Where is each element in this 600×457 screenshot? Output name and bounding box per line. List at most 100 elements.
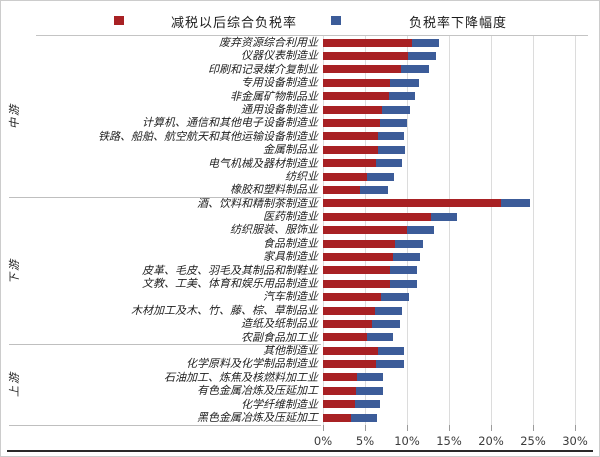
bar-segment-after-tax [323, 252, 393, 261]
bar-row: 家具制造业 [1, 250, 599, 264]
bar-track [323, 199, 599, 208]
industry-label: 有色金属冶炼及压延加工 [197, 384, 318, 398]
bar-track [323, 293, 599, 302]
bar-segment-after-tax [323, 266, 391, 275]
bar-row: 仪器仪表制造业 [1, 49, 599, 62]
bar-segment-after-tax [323, 52, 408, 61]
bar-row: 文教、工美、体育和娱乐用品制造业 [1, 277, 599, 291]
industry-label: 农副食品加工业 [241, 330, 318, 344]
bar-track [323, 319, 599, 328]
group-separator [9, 344, 321, 346]
x-tick-mark [365, 425, 366, 431]
legend-marker-after-tax [114, 16, 124, 25]
bar-row: 造纸及纸制品业 [1, 317, 599, 331]
bar-row: 其他制造业 [1, 343, 599, 357]
bar-segment-decline [375, 306, 402, 315]
bar-row: 金属制品业 [1, 143, 599, 157]
bar-segment-after-tax [323, 199, 502, 208]
bar-track [323, 185, 599, 194]
x-tick-mark [575, 425, 576, 431]
bar-track [323, 346, 599, 355]
x-tick-label: 0% [313, 434, 333, 448]
bar-segment-decline [381, 105, 410, 114]
bar-track [323, 279, 599, 288]
industry-label: 食品制造业 [263, 236, 318, 250]
bar-segment-decline [378, 346, 405, 355]
bar-segment-decline [366, 333, 393, 342]
x-tick-label: 10% [394, 434, 420, 448]
bar-segment-decline [359, 185, 388, 194]
bottom-axis-line [7, 450, 593, 452]
industry-label: 家具制造业 [263, 250, 318, 264]
industry-label: 医药制造业 [263, 210, 318, 224]
industry-label: 文教、工美、体育和娱乐用品制造业 [142, 277, 318, 291]
bar-track [323, 400, 599, 409]
bar-row: 铁路、船舶、航空航天和其他运输设备制造业 [1, 129, 599, 143]
bar-track [323, 413, 599, 422]
bar-row: 医药制造业 [1, 210, 599, 224]
bar-segment-after-tax [323, 92, 390, 101]
gridline [575, 36, 576, 427]
bar-track [323, 266, 599, 275]
x-tick-label: 30% [562, 434, 588, 448]
bar-segment-after-tax [323, 132, 378, 141]
bar-segment-decline [501, 199, 530, 208]
bar-row: 皮革、毛皮、羽毛及其制品和制鞋业 [1, 264, 599, 277]
industry-label: 造纸及纸制品业 [241, 317, 318, 331]
bar-segment-after-tax [323, 386, 356, 395]
bar-segment-after-tax [323, 333, 367, 342]
bar-segment-after-tax [323, 293, 381, 302]
bar-segment-after-tax [323, 360, 376, 369]
bar-segment-decline [380, 119, 407, 128]
bar-row: 食品制造业 [1, 236, 599, 250]
bar-segment-decline [412, 38, 439, 47]
bar-segment-after-tax [323, 226, 407, 235]
industry-label: 其他制造业 [263, 343, 318, 357]
bar-segment-after-tax [323, 65, 402, 74]
industry-label: 汽车制造业 [263, 290, 318, 304]
bar-segment-decline [389, 92, 416, 101]
bar-segment-after-tax [323, 413, 351, 422]
bar-segment-after-tax [323, 185, 360, 194]
bar-row: 石油加工、炼焦及核燃料加工业 [1, 371, 599, 384]
industry-label: 铁路、船舶、航空航天和其他运输设备制造业 [98, 129, 318, 143]
bar-row: 黑色金属冶炼及压延加工 [1, 411, 599, 424]
industry-label: 非金属矿物制品业 [230, 89, 318, 103]
bar-track [323, 239, 599, 248]
gridline [533, 36, 534, 427]
group-label: 中游 [8, 103, 21, 130]
group-label: 上游 [8, 371, 21, 398]
industry-label: 化学原料及化学制品制造业 [186, 357, 318, 371]
bar-segment-after-tax [323, 78, 391, 87]
bar-segment-after-tax [323, 373, 357, 382]
industry-label: 废弃资源综合利用业 [219, 36, 318, 49]
bar-segment-decline [380, 293, 409, 302]
bar-track [323, 92, 599, 101]
legend-marker-decline [331, 16, 341, 25]
x-tick-label: 15% [436, 434, 462, 448]
bar-segment-decline [407, 226, 434, 235]
bar-row: 计算机、通信和其他电子设备制造业 [1, 116, 599, 129]
bar-track [323, 373, 599, 382]
bar-track [323, 333, 599, 342]
industry-label: 金属制品业 [263, 143, 318, 157]
bar-segment-decline [390, 279, 418, 288]
bar-track [323, 52, 599, 61]
legend: 减税以后综合负税率 负税率下降幅度 [1, 9, 599, 33]
bar-track [323, 65, 599, 74]
bar-segment-decline [377, 132, 404, 141]
industry-label: 纺织服装、服饰业 [230, 223, 318, 237]
bar-segment-after-tax [323, 279, 391, 288]
bar-segment-after-tax [323, 38, 413, 47]
bar-row: 有色金属冶炼及压延加工 [1, 384, 599, 398]
bar-segment-decline [354, 400, 381, 409]
bar-row: 酒、饮料和精制茶制造业 [1, 197, 599, 210]
legend-label-after-tax: 减税以后综合负税率 [171, 16, 298, 31]
bar-segment-after-tax [323, 239, 396, 248]
bar-segment-decline [392, 252, 421, 261]
bar-row: 印刷和记录媒介复制业 [1, 63, 599, 76]
bar-track [323, 226, 599, 235]
bar-track [323, 212, 599, 221]
x-tick-mark [407, 425, 408, 431]
bar-row: 橡胶和塑料制品业 [1, 183, 599, 196]
